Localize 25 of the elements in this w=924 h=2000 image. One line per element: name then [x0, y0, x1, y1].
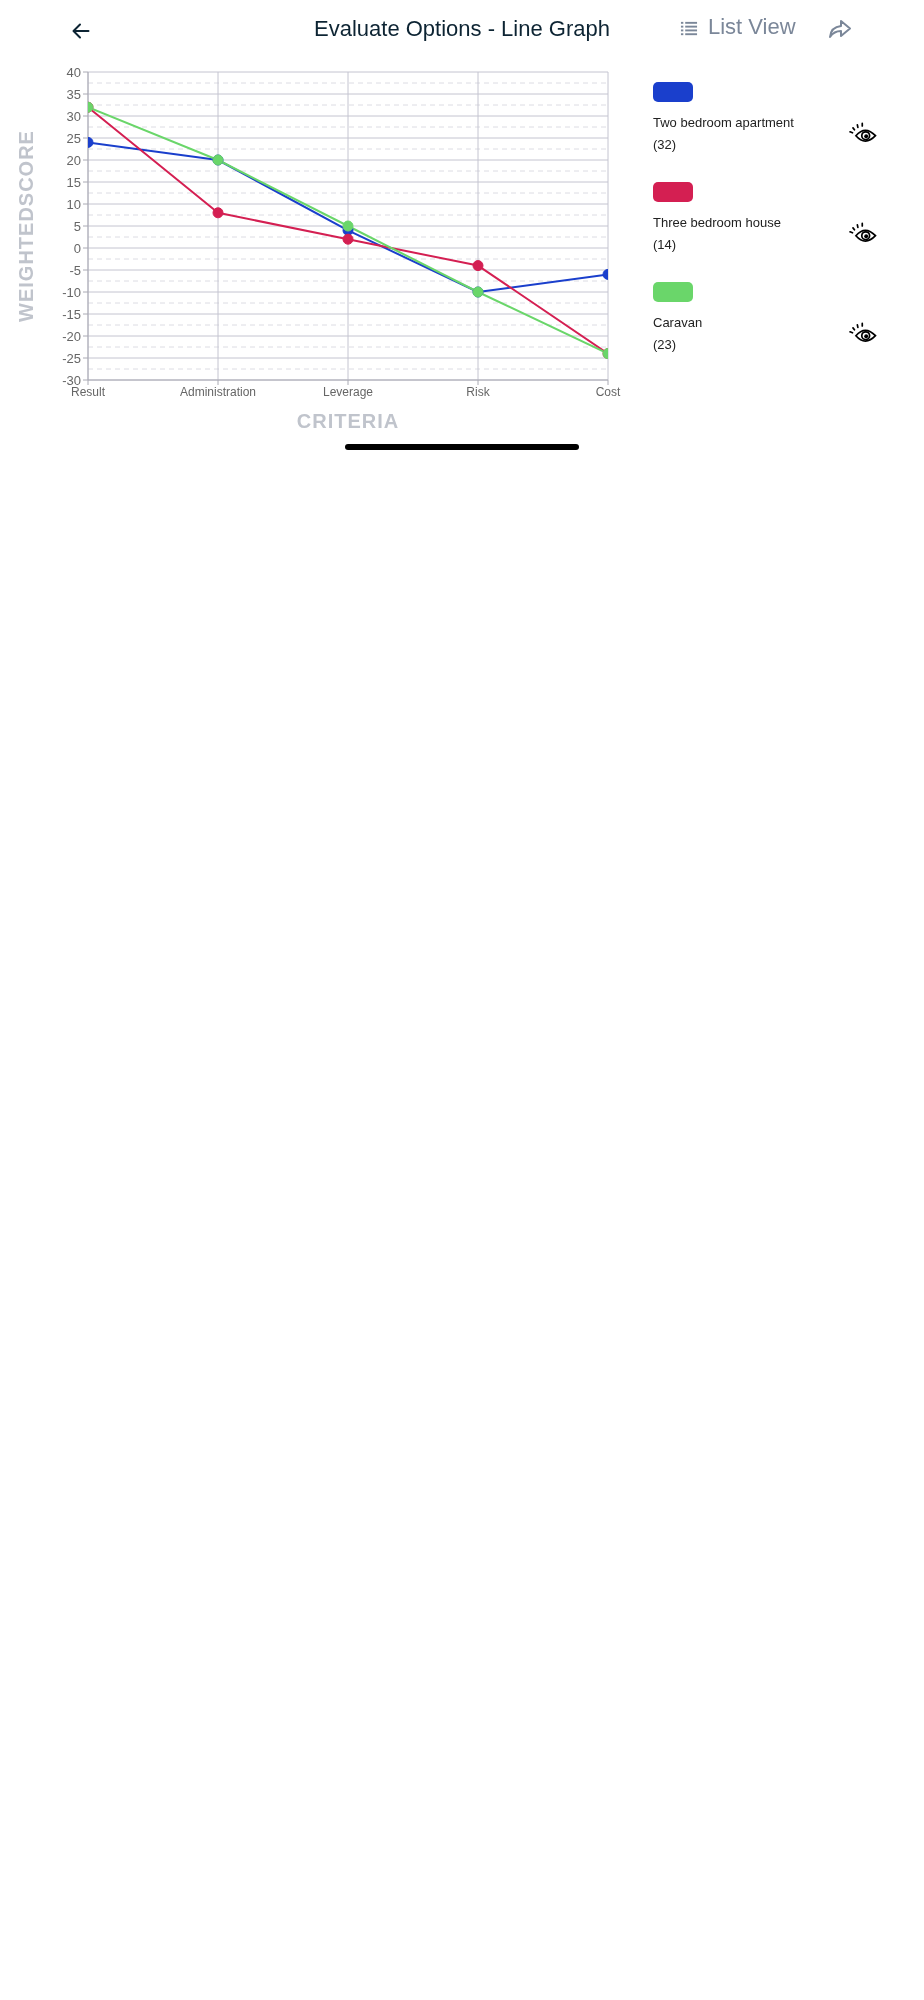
y-tick-label: -15 [62, 306, 81, 322]
y-tick-label: 30 [66, 108, 81, 124]
y-tick-label: 10 [66, 196, 81, 212]
y-tick-label: 40 [66, 64, 81, 80]
y-axis-title: WEIGHTEDSCORE [14, 129, 38, 324]
text: List View [708, 14, 796, 40]
y-tick-label: -5 [69, 262, 81, 278]
x-tick-label: Risk [466, 384, 491, 399]
y-tick-label: 35 [66, 86, 81, 102]
chart-title: Evaluate Options - Line Graph [314, 16, 610, 41]
y-tick-label: -20 [62, 328, 81, 344]
y-tick-label: -10 [62, 284, 81, 300]
y-tick-label: 20 [66, 152, 81, 168]
y-tick-label: 5 [73, 218, 81, 234]
x-tick-label: Cost [595, 384, 621, 399]
x-axis-title: CRITERIA [295, 410, 401, 433]
x-tick-label: Leverage [322, 384, 374, 399]
y-tick-label: -25 [62, 350, 81, 366]
y-tick-label: 0 [73, 240, 81, 256]
x-tick-label: Administration [179, 384, 257, 399]
legend-label: Two bedroom apartment (32) [653, 114, 794, 154]
y-tick-label: 15 [66, 174, 81, 190]
legend-label: Caravan (23) [653, 314, 703, 354]
legend-label: Three bedroom house (14) [653, 214, 781, 254]
y-tick-label: 25 [66, 130, 81, 146]
